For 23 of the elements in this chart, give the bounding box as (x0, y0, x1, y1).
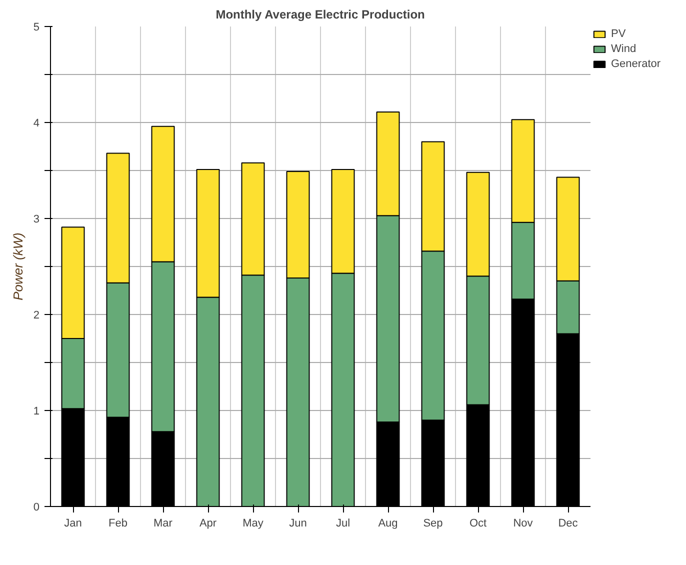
x-tick-label: Feb (108, 518, 128, 530)
x-tick-label: Mar (154, 518, 173, 530)
y-tick-label: 0 (33, 502, 40, 514)
x-tick-label: Nov (513, 518, 534, 530)
y-tick-label: 3 (33, 214, 40, 226)
x-tick-label: Sep (423, 518, 443, 530)
chart-title: Monthly Average Electric Production (216, 8, 425, 22)
x-tick-label: Oct (469, 518, 487, 530)
legend-label: Generator (611, 58, 661, 70)
x-tick-label: Jan (64, 518, 82, 530)
legend-label: PV (611, 28, 627, 40)
x-tick-label: Jun (289, 518, 307, 530)
x-tick-label: May (242, 518, 264, 530)
y-tick-label: 5 (33, 22, 40, 34)
y-axis-title: Power (kW) (10, 232, 26, 300)
legend-label: Wind (611, 43, 636, 55)
x-tick-label: Jul (336, 518, 350, 530)
x-tick-label: Aug (378, 518, 398, 530)
y-tick-label: 4 (33, 118, 40, 130)
x-tick-label: Dec (558, 518, 578, 530)
x-tick-label: Apr (199, 518, 217, 530)
y-tick-label: 1 (33, 406, 40, 418)
y-tick-label: 2 (33, 310, 40, 322)
